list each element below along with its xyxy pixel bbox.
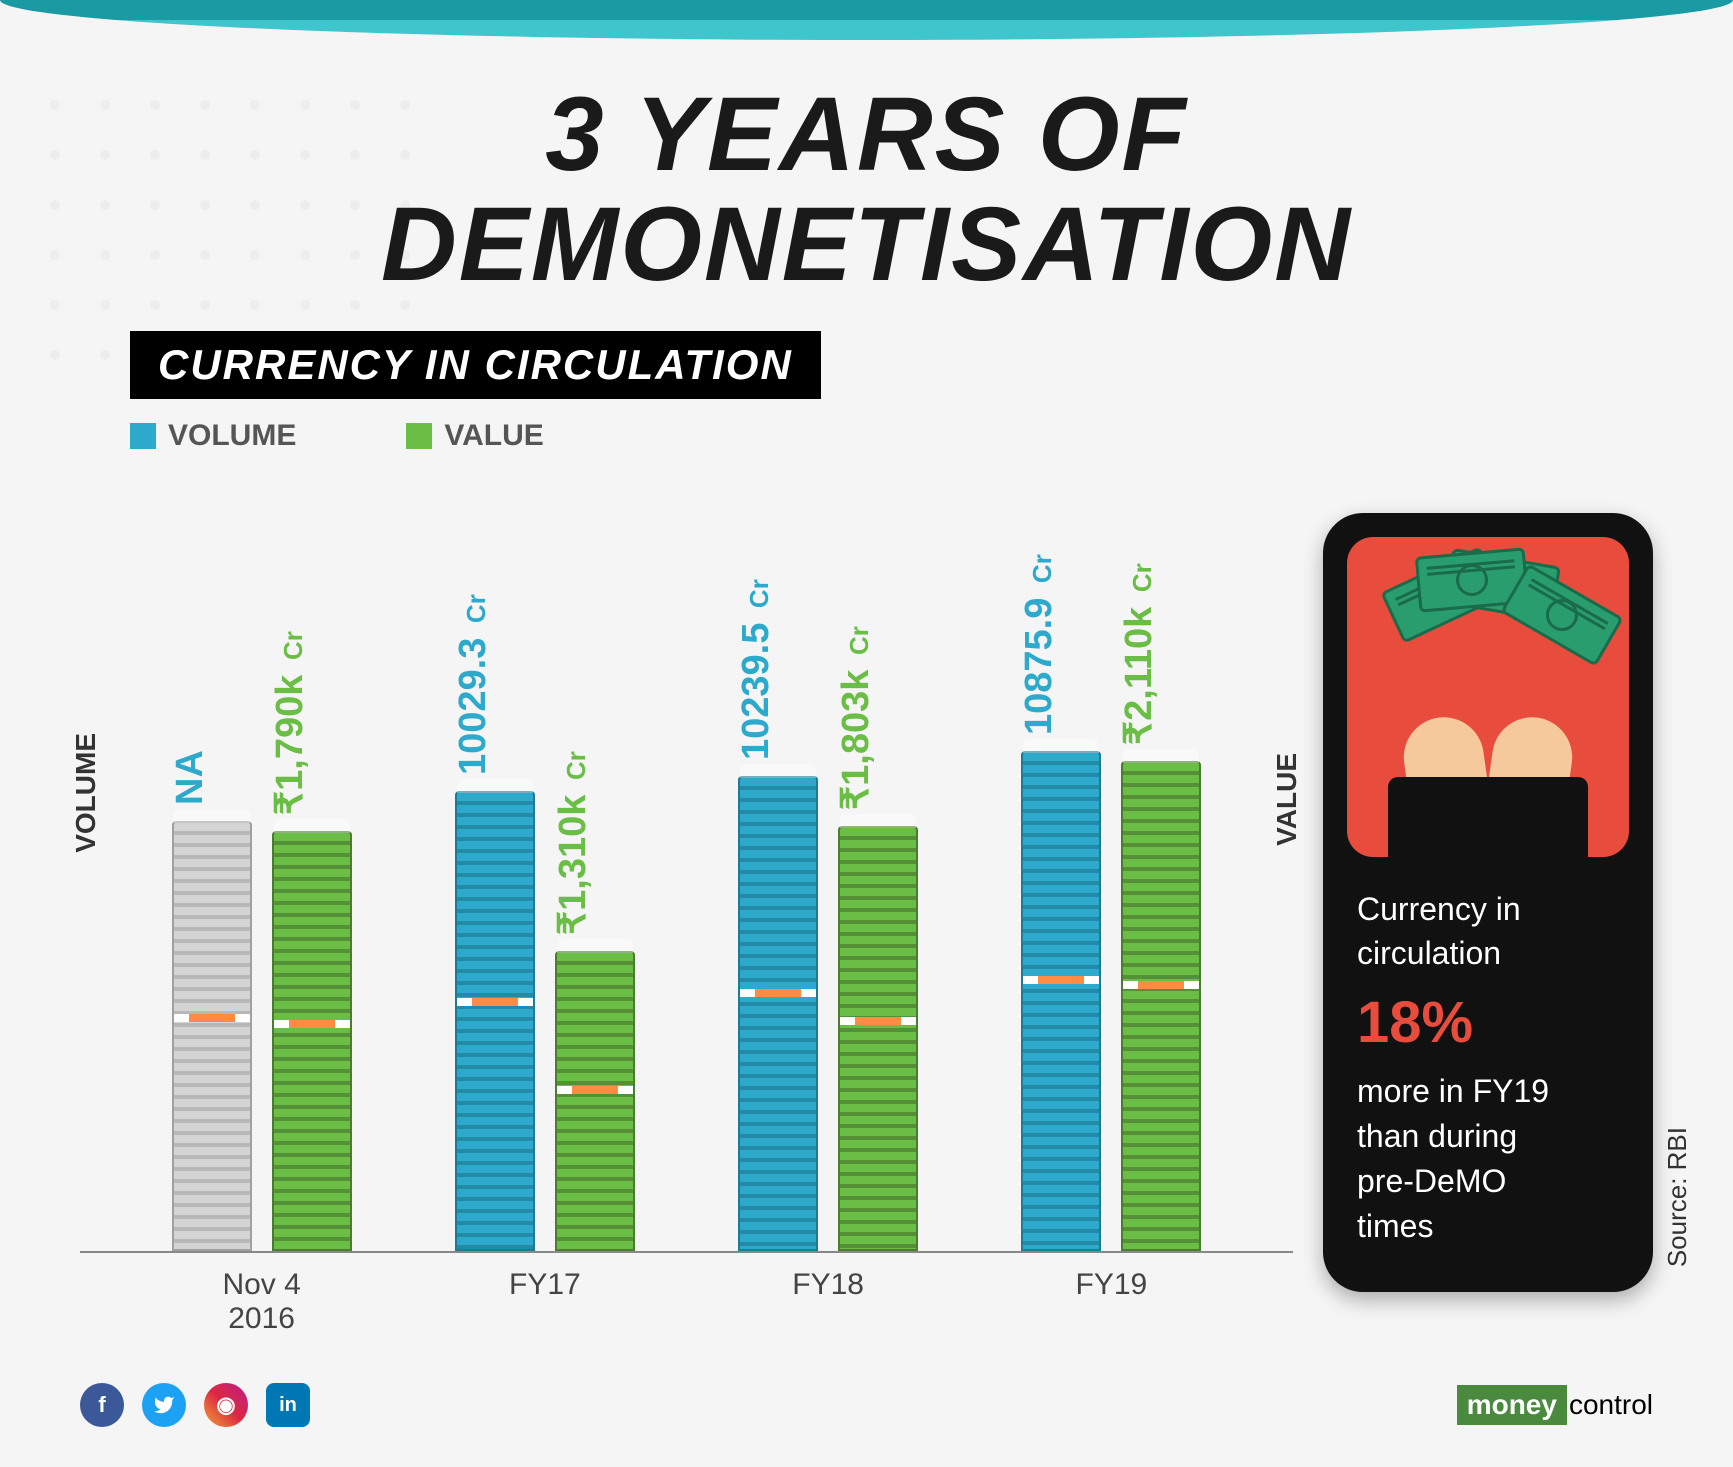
x-axis-labels: Nov 42016FY17FY18FY19 [80, 1253, 1293, 1336]
facebook-icon[interactable]: f [80, 1383, 124, 1427]
volume-bar: 10239.5 Cr [738, 776, 818, 1251]
legend-value: VALUE [406, 419, 543, 453]
value-bar-label: ₹1,310k Cr [550, 751, 595, 935]
chart-column: VOLUME VALUE NA₹1,790k Cr10029.3 Cr₹1,31… [80, 473, 1293, 1336]
value-bar: ₹2,110k Cr [1121, 761, 1201, 1251]
volume-bar-wrap: 10239.5 Cr [738, 776, 818, 1251]
instagram-icon[interactable]: ◉ [204, 1383, 248, 1427]
chart-area: VOLUME VALUE NA₹1,790k Cr10029.3 Cr₹1,31… [80, 473, 1293, 1253]
footer: f ◉ in moneycontrol [80, 1383, 1653, 1427]
value-bar: ₹1,310k Cr [555, 951, 635, 1251]
value-bar-wrap: ₹2,110k Cr [1121, 761, 1201, 1251]
twitter-icon[interactable] [142, 1383, 186, 1427]
callout-illustration [1347, 537, 1629, 857]
callout-card: Currency in circulation 18% more in FY19… [1323, 513, 1653, 1293]
value-bar-wrap: ₹1,790k Cr [272, 831, 352, 1251]
value-bar-wrap: ₹1,803k Cr [838, 826, 918, 1251]
chart-row: VOLUME VALUE NA₹1,790k Cr10029.3 Cr₹1,31… [80, 473, 1653, 1336]
volume-bar: 10875.9 Cr [1021, 751, 1101, 1251]
brand-logo: moneycontrol [1457, 1385, 1653, 1425]
title-line2: DEMONETISATION [381, 186, 1352, 303]
money-note-icon [1500, 563, 1623, 666]
volume-bar-wrap: NA [172, 821, 252, 1251]
legend-volume-swatch [130, 423, 156, 449]
top-band [0, 0, 1733, 40]
title-line1: 3 YEARS OF [545, 76, 1187, 193]
y-axis-left-label: VOLUME [70, 733, 102, 853]
legend-volume-label: VOLUME [168, 419, 296, 453]
x-axis-label: FY19 [970, 1268, 1253, 1336]
bar-group: NA₹1,790k Cr [172, 821, 352, 1251]
value-bar-label: ₹1,790k Cr [267, 631, 312, 815]
bar-groups: NA₹1,790k Cr10029.3 Cr₹1,310k Cr10239.5 … [80, 751, 1293, 1251]
volume-bar-wrap: 10029.3 Cr [455, 791, 535, 1251]
hands-icon [1388, 677, 1588, 857]
callout-line6: times [1357, 1208, 1433, 1244]
legend: VOLUME VALUE [130, 419, 1653, 453]
callout-line1: Currency in [1357, 891, 1521, 927]
volume-bar-label: 10875.9 Cr [1018, 554, 1061, 735]
legend-value-swatch [406, 423, 432, 449]
value-bar-label: ₹1,803k Cr [833, 626, 878, 810]
x-axis-label: FY17 [403, 1268, 686, 1336]
callout-line2: circulation [1357, 935, 1501, 971]
brand-rest: control [1569, 1389, 1653, 1421]
volume-bar-label: NA [169, 750, 212, 805]
value-bar: ₹1,790k Cr [272, 831, 352, 1251]
x-axis-label: FY18 [687, 1268, 970, 1336]
legend-value-label: VALUE [444, 419, 543, 453]
volume-bar: 10029.3 Cr [455, 791, 535, 1251]
callout-line5: pre-DeMO [1357, 1163, 1506, 1199]
x-axis-label: Nov 42016 [120, 1268, 403, 1336]
linkedin-icon[interactable]: in [266, 1383, 310, 1427]
bar-group: 10239.5 Cr₹1,803k Cr [738, 776, 918, 1251]
legend-volume: VOLUME [130, 419, 296, 453]
value-bar-wrap: ₹1,310k Cr [555, 951, 635, 1251]
volume-bar-label: 10239.5 Cr [735, 579, 778, 760]
subtitle-banner: CURRENCY IN CIRCULATION [130, 331, 821, 399]
callout-percent: 18% [1357, 982, 1619, 1063]
callout-text: Currency in circulation 18% more in FY19… [1347, 887, 1629, 1269]
main-container: 3 YEARS OF DEMONETISATION CURRENCY IN CI… [0, 40, 1733, 1376]
volume-bar-wrap: 10875.9 Cr [1021, 751, 1101, 1251]
value-bar-label: ₹2,110k Cr [1116, 563, 1161, 745]
brand-box: money [1457, 1385, 1567, 1425]
volume-bar: NA [172, 821, 252, 1251]
value-bar: ₹1,803k Cr [838, 826, 918, 1251]
bar-group: 10875.9 Cr₹2,110k Cr [1021, 751, 1201, 1251]
y-axis-right-label: VALUE [1271, 753, 1303, 846]
callout-line3: more in FY19 [1357, 1073, 1549, 1109]
bar-group: 10029.3 Cr₹1,310k Cr [455, 791, 635, 1251]
social-icons: f ◉ in [80, 1383, 310, 1427]
callout-line4: than during [1357, 1118, 1517, 1154]
volume-bar-label: 10029.3 Cr [452, 594, 495, 775]
page-title: 3 YEARS OF DEMONETISATION [80, 80, 1653, 301]
